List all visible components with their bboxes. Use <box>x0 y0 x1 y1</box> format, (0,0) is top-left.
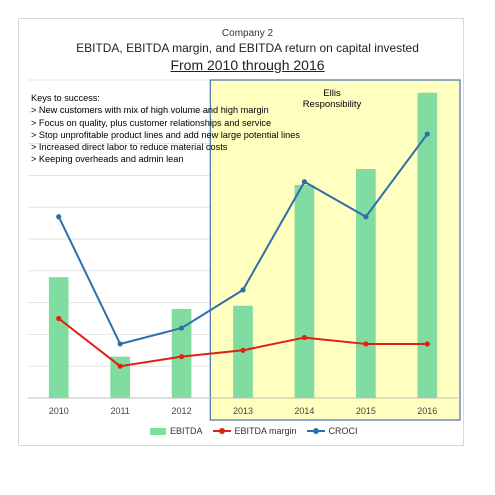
point-croci <box>240 287 246 293</box>
responsibility-label: Ellis Responsibility <box>292 88 372 110</box>
legend-swatch-ebitda-margin <box>212 427 231 435</box>
chart-legend: EBITDA EBITDA margin CROCI <box>150 426 358 436</box>
legend-label-ebitda-margin: EBITDA margin <box>234 426 297 436</box>
x-tick-label: 2012 <box>172 406 192 416</box>
point-ebitda-margin <box>301 334 308 341</box>
point-ebitda-margin <box>363 341 369 347</box>
responsibility-line2: Responsibility <box>302 99 362 110</box>
x-tick-label: 2010 <box>49 406 69 416</box>
point-ebitda-margin <box>178 354 185 360</box>
bar-ebitda <box>356 169 376 398</box>
legend-item-croci: CROCI <box>306 426 358 436</box>
x-tick-label: 2011 <box>110 406 129 416</box>
point-croci <box>117 341 123 347</box>
point-croci <box>178 325 185 331</box>
bar-ebitda <box>48 277 69 398</box>
responsibility-line1: Ellis <box>323 88 341 99</box>
point-croci <box>56 214 62 220</box>
chart-subtitle: From 2010 through 2016 <box>170 57 325 73</box>
bar-ebitda <box>417 92 438 398</box>
legend-label-croci: CROCI <box>328 426 358 436</box>
keys-heading: Keys to success: <box>31 93 100 103</box>
point-croci <box>424 131 430 137</box>
keys-item: > New customers with mix of high volume … <box>31 105 269 116</box>
legend-item-ebitda-margin: EBITDA margin <box>212 426 297 436</box>
x-tick-label: 2016 <box>417 406 437 416</box>
point-ebitda-margin <box>424 341 430 347</box>
point-ebitda-margin <box>56 315 62 322</box>
x-tick-label: 2014 <box>294 406 314 416</box>
legend-swatch-ebitda <box>150 427 166 435</box>
point-ebitda-margin <box>117 363 123 369</box>
chart-title: EBITDA, EBITDA margin, and EBITDA return… <box>76 41 419 55</box>
x-tick-label: 2015 <box>356 406 376 416</box>
x-tick-label: 2013 <box>233 406 253 416</box>
bar-ebitda <box>171 308 192 398</box>
bar-ebitda <box>110 356 130 398</box>
keys-item: > Keeping overheads and admin lean <box>31 154 184 165</box>
point-croci <box>363 214 369 220</box>
keys-item: > Focus on quality, plus customer relati… <box>31 117 272 128</box>
keys-to-success: Keys to success: > New customers with mi… <box>31 92 300 166</box>
keys-item: > Increased direct labor to reduce mater… <box>31 142 228 153</box>
legend-label-ebitda: EBITDA <box>170 426 203 436</box>
chart-frame <box>18 18 464 446</box>
legend-item-ebitda: EBITDA <box>150 426 203 436</box>
point-croci <box>301 179 308 185</box>
legend-swatch-croci <box>306 427 325 435</box>
company-label: Company 2 <box>221 28 274 39</box>
bar-ebitda <box>294 184 315 398</box>
keys-item: > Stop unprofitable product lines and ad… <box>31 129 300 140</box>
point-ebitda-margin <box>240 347 246 353</box>
